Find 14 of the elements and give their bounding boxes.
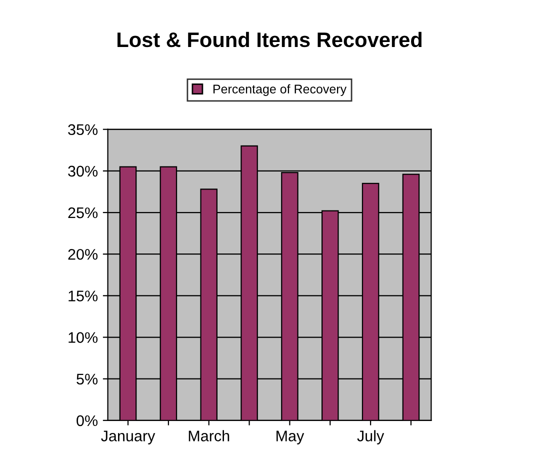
y-tick-label: 35%	[68, 124, 98, 136]
x-tick-label: January	[101, 430, 156, 444]
y-tick-label: 30%	[68, 166, 98, 177]
y-tick-label: 20%	[68, 248, 98, 260]
y-tick-label: 10%	[68, 332, 98, 343]
y-tick-label: 25%	[68, 207, 98, 218]
legend-label: Percentage of Recovery	[213, 84, 347, 96]
x-tick-label: July	[357, 430, 384, 444]
x-tick-label: May	[276, 430, 304, 444]
y-tick-label: 0%	[76, 415, 98, 426]
chart-title: Lost & Found Items Recovered	[118, 32, 422, 48]
y-tick-label: 5%	[76, 374, 98, 385]
x-tick-label: March	[188, 430, 230, 442]
y-tick-label: 15%	[68, 290, 98, 302]
